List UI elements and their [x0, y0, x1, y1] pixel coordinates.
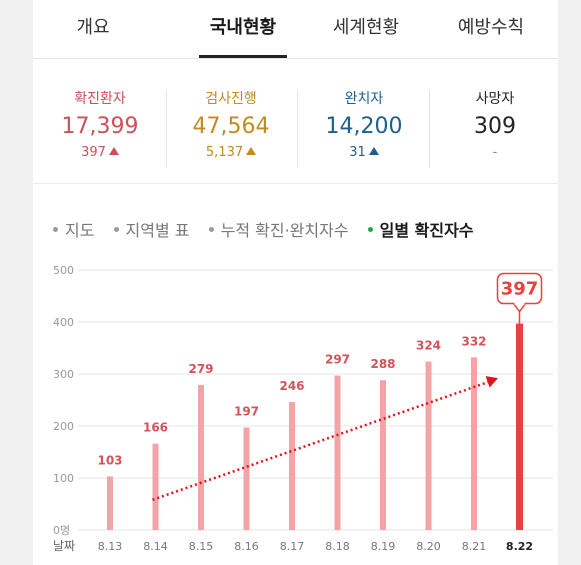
y-tick-label: 0명	[53, 524, 70, 537]
y-tick-label: 200	[53, 420, 74, 433]
stat-recovered-value: 14,200	[325, 114, 403, 139]
stat-testing: 검사진행 47,564 5,137	[176, 88, 286, 160]
bar-value-label: 288	[370, 357, 395, 371]
active-tab-indicator	[199, 55, 287, 58]
y-tick-label: 400	[53, 316, 74, 329]
x-tick-label: 8.19	[371, 540, 396, 553]
bar-value-label: 324	[416, 339, 441, 353]
subnav-region-table[interactable]: 지역별 표	[113, 217, 190, 241]
x-tick-label: 8.15	[189, 540, 214, 553]
stat-recovered-change: 31	[309, 145, 419, 160]
x-tick-label: 8.21	[462, 540, 487, 553]
divider	[297, 90, 298, 168]
triangle-up-icon	[108, 147, 119, 155]
x-tick-label: 8.17	[280, 540, 305, 553]
chart-subnav: 지도 지역별 표 누적 확진·완치자수 일별 확진자수	[53, 217, 474, 241]
divider	[166, 90, 167, 168]
stat-confirmed-value: 17,399	[61, 114, 139, 139]
x-tick-label: 8.22	[506, 540, 533, 553]
x-tick-label: 8.16	[234, 540, 259, 553]
stat-recovered: 완치자 14,200 31	[309, 88, 419, 160]
stat-deaths-change: -	[492, 145, 498, 160]
x-tick-label: 8.18	[325, 540, 350, 553]
bar-value-label: 279	[188, 362, 213, 376]
stat-testing-value: 47,564	[192, 114, 270, 139]
stat-confirmed-label: 확진환자	[74, 91, 126, 107]
bar	[152, 443, 159, 530]
bar	[289, 402, 295, 530]
tab-world-status[interactable]: 세계현황	[332, 17, 400, 38]
x-tick-label: 8.20	[416, 540, 441, 553]
x-axis-label: 날짜	[53, 539, 75, 553]
stat-testing-label: 검사진행	[205, 91, 257, 107]
bar-value-label: 246	[279, 379, 304, 393]
callout-pointer	[512, 303, 527, 313]
x-tick-label: 8.13	[98, 540, 123, 553]
bar	[425, 361, 432, 530]
stat-deaths-value: 309	[474, 114, 516, 139]
x-tick-label: 8.14	[143, 540, 168, 553]
trend-arrowhead-icon	[485, 376, 498, 388]
subnav-map[interactable]: 지도	[53, 217, 94, 241]
stat-deaths-label: 사망자	[475, 91, 515, 107]
triangle-up-icon	[368, 147, 379, 155]
bar	[243, 427, 250, 530]
bar-value-label: 197	[234, 405, 259, 419]
bar-value-label: 103	[97, 453, 122, 467]
covid-status-card: 개요 국내현황 세계현황 예방수칙 확진환자 17,399 397 검사진행 4…	[33, 0, 558, 565]
tab-domestic-status[interactable]: 국내현황	[178, 0, 308, 58]
divider	[429, 90, 430, 168]
bar	[516, 323, 523, 530]
stats-summary: 확진환자 17,399 397 검사진행 47,564 5,137 완치자 14…	[33, 58, 558, 184]
bar	[471, 357, 477, 530]
tab-bar: 개요 국내현황 세계현황 예방수칙	[33, 0, 558, 59]
stat-deaths: 사망자 309 -	[440, 88, 550, 160]
stat-confirmed: 확진환자 17,399 397	[45, 88, 155, 160]
stat-confirmed-change: 397	[45, 145, 155, 160]
bar	[380, 380, 386, 530]
tab-prevention-rules[interactable]: 예방수칙	[457, 17, 525, 38]
bar	[107, 476, 113, 530]
subnav-cumulative[interactable]: 누적 확진·완치자수	[208, 217, 349, 241]
bar	[334, 375, 341, 530]
bullet-icon	[113, 227, 119, 232]
bar-value-label: 297	[325, 353, 350, 367]
triangle-up-icon	[246, 147, 257, 155]
bar	[198, 384, 204, 530]
y-tick-label: 500	[53, 264, 74, 277]
stat-testing-change: 5,137	[176, 145, 286, 160]
daily-confirmed-chart: 0명 100 200 300 400 500 날짜 8.13 103 8.14 166 8.15 279…	[53, 264, 553, 553]
y-tick-label: 300	[53, 368, 74, 381]
bar-value-label: 332	[461, 334, 486, 348]
bullet-icon	[367, 227, 373, 232]
tab-overview[interactable]: 개요	[76, 17, 110, 38]
y-tick-label: 100	[53, 472, 74, 485]
bullet-icon	[53, 227, 58, 232]
subnav-daily-confirmed[interactable]: 일별 확진자수	[367, 217, 474, 241]
bullet-icon	[208, 227, 214, 232]
stat-recovered-label: 완치자	[344, 91, 384, 107]
bar-value-label: 166	[143, 421, 168, 435]
highlight-value-label: 397	[501, 279, 539, 300]
